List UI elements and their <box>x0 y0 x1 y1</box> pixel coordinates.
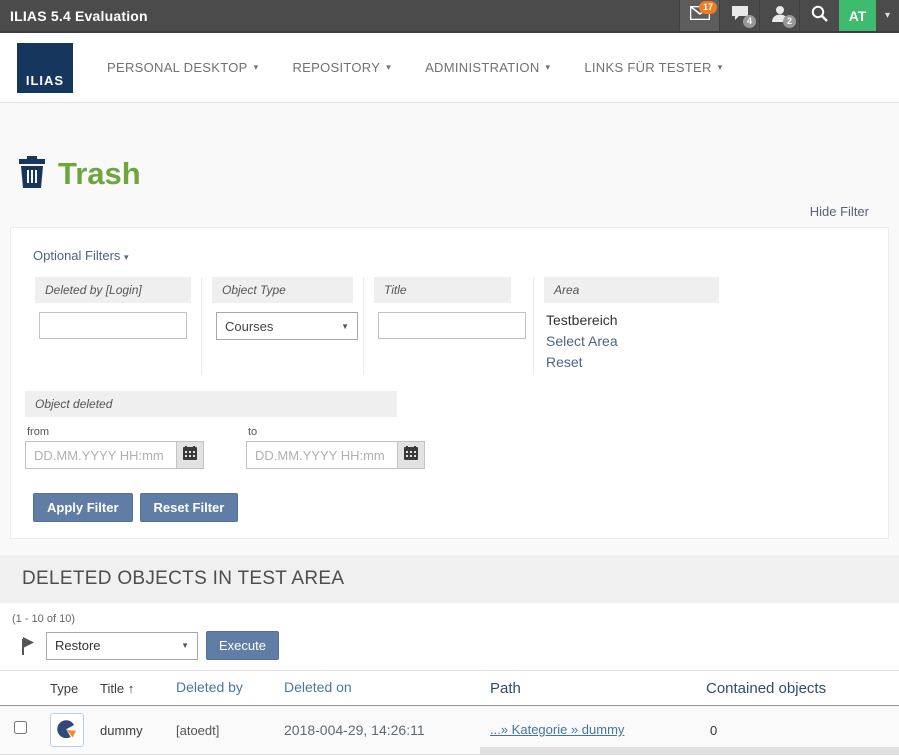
user-menu-caret[interactable]: ▾ <box>876 0 899 31</box>
app-title: ILIAS 5.4 Evaluation <box>10 7 148 24</box>
title-label: Title <box>374 277 511 303</box>
bulk-action-value: Restore <box>55 638 101 653</box>
col-deleted-on[interactable]: Deleted on <box>284 679 352 695</box>
row-path-link[interactable]: ...» Kategorie » dummy <box>490 722 625 737</box>
select-area-link[interactable]: Select Area <box>546 333 618 349</box>
col-contained-objects: Contained objects <box>706 679 827 697</box>
col-deleted-by[interactable]: Deleted by <box>176 679 243 695</box>
date-to-group: to <box>246 426 425 469</box>
optional-filters-label: Optional Filters <box>33 248 121 263</box>
object-type-value: Courses <box>225 318 274 334</box>
nav-label: REPOSITORY <box>292 60 381 75</box>
filter-buttons: Apply Filter Reset Filter <box>33 493 888 522</box>
filter-area: Area Testbereich Select Area Reset <box>533 277 729 375</box>
nav-label: LINKS FÜR TESTER <box>584 60 712 75</box>
date-to-input[interactable] <box>246 441 398 469</box>
filter-object-type: Object Type Courses ▼ <box>201 277 363 375</box>
top-bar: ILIAS 5.4 Evaluation 17 4 2 AT ▾ <box>0 0 899 33</box>
bottom-scroll-strip <box>480 747 899 754</box>
row-contained-count: 0 <box>710 722 718 738</box>
object-deleted-label: Object deleted <box>25 391 397 417</box>
area-value: Testbereich <box>546 312 618 328</box>
caret-down-icon: ▾ <box>884 10 891 21</box>
nav-administration[interactable]: ADMINISTRATION ▾ <box>425 60 550 75</box>
nav-label: ADMINISTRATION <box>425 60 540 75</box>
caret-down-icon: ▾ <box>545 62 551 72</box>
topbar-actions: 17 4 2 AT ▾ <box>679 0 899 31</box>
date-from-group: from <box>25 426 204 469</box>
col-title: Title ↑ <box>100 680 135 696</box>
date-to-calendar-button[interactable] <box>398 441 425 469</box>
bulk-action-select[interactable]: Restore ▼ <box>46 631 198 660</box>
select-all-arrow-icon <box>18 636 38 656</box>
row-checkbox[interactable] <box>14 721 27 734</box>
date-from-input[interactable] <box>25 441 177 469</box>
table-heading-strip: DELETED OBJECTS IN TEST AREA <box>0 555 899 603</box>
users-badge: 2 <box>782 15 796 28</box>
filter-fields: Deleted by [Login] Object Type Courses ▼… <box>11 277 888 375</box>
deleted-by-label: Deleted by [Login] <box>35 277 191 303</box>
caret-down-icon: ▾ <box>253 62 259 72</box>
to-label: to <box>248 426 258 438</box>
chat-badge: 4 <box>742 15 756 28</box>
nav-links-fuer-tester[interactable]: LINKS FÜR TESTER ▾ <box>584 60 722 75</box>
caret-down-icon: ▾ <box>124 252 129 262</box>
row-deleted-by: [atoedt] <box>176 722 220 738</box>
optional-filters-toggle[interactable]: Optional Filters ▾ <box>33 248 129 263</box>
search-button[interactable] <box>799 0 839 31</box>
table-heading: DELETED OBJECTS IN TEST AREA <box>22 568 345 589</box>
row-deleted-on: 2018-004-29, 14:26:11 <box>284 722 425 738</box>
deleted-objects-table: (1 - 10 of 10) Restore ▼ Execute Type Ti… <box>0 603 899 756</box>
title-input[interactable] <box>378 312 526 339</box>
filter-title: Title <box>363 277 526 375</box>
page-content: Trash Hide Filter Optional Filters ▾ Del… <box>0 103 899 756</box>
apply-filter-button[interactable]: Apply Filter <box>33 493 133 522</box>
filter-object-deleted: Object deleted from to <box>25 391 888 469</box>
mail-button[interactable]: 17 <box>679 0 719 31</box>
who-is-online-button[interactable]: 2 <box>759 0 799 31</box>
main-navbar: ILIAS PERSONAL DESKTOP ▾ REPOSITORY ▾ AD… <box>0 33 899 103</box>
area-label: Area <box>544 277 719 303</box>
result-range: (1 - 10 of 10) <box>12 613 75 625</box>
row-title: dummy <box>100 722 143 738</box>
area-reset-link[interactable]: Reset <box>546 354 583 370</box>
select-caret-icon: ▼ <box>341 321 349 331</box>
calendar-icon <box>404 445 418 465</box>
reset-filter-button[interactable]: Reset Filter <box>139 493 239 522</box>
select-caret-icon: ▼ <box>181 641 189 650</box>
deleted-by-input[interactable] <box>39 312 187 339</box>
course-icon <box>50 713 84 747</box>
chat-icon <box>731 5 749 26</box>
mail-badge: 17 <box>698 1 717 14</box>
date-from-calendar-button[interactable] <box>177 441 204 469</box>
page-header: Trash <box>0 103 899 199</box>
caret-down-icon: ▾ <box>386 62 392 72</box>
nav-personal-desktop[interactable]: PERSONAL DESKTOP ▾ <box>107 60 258 75</box>
search-icon <box>811 5 828 27</box>
caret-down-icon: ▾ <box>717 62 723 72</box>
object-type-label: Object Type <box>212 277 353 303</box>
trash-icon <box>18 155 46 193</box>
ilias-logo[interactable]: ILIAS <box>17 42 73 93</box>
hide-filter-link[interactable]: Hide Filter <box>809 204 869 219</box>
user-avatar[interactable]: AT <box>839 0 876 31</box>
calendar-icon <box>183 445 197 465</box>
from-label: from <box>27 426 49 438</box>
hide-filter-row: Hide Filter <box>0 203 899 221</box>
filter-panel: Optional Filters ▾ Deleted by [Login] Ob… <box>10 227 889 539</box>
object-type-select[interactable]: Courses ▼ <box>216 312 358 340</box>
table-action-row: Restore ▼ Execute <box>18 631 899 660</box>
filter-deleted-by: Deleted by [Login] <box>25 277 201 375</box>
page-title: Trash <box>58 156 141 191</box>
table-header-row: Type Title ↑ Deleted by Deleted on Path … <box>0 670 899 706</box>
col-type: Type <box>50 680 79 696</box>
col-path: Path <box>490 679 521 697</box>
chat-button[interactable]: 4 <box>719 0 759 31</box>
table-row: dummy [atoedt] 2018-004-29, 14:26:11 ...… <box>0 706 899 755</box>
nav-label: PERSONAL DESKTOP <box>107 60 248 75</box>
nav-repository[interactable]: REPOSITORY ▾ <box>292 60 391 75</box>
sort-asc-icon: ↑ <box>127 680 135 696</box>
execute-button[interactable]: Execute <box>206 631 279 660</box>
